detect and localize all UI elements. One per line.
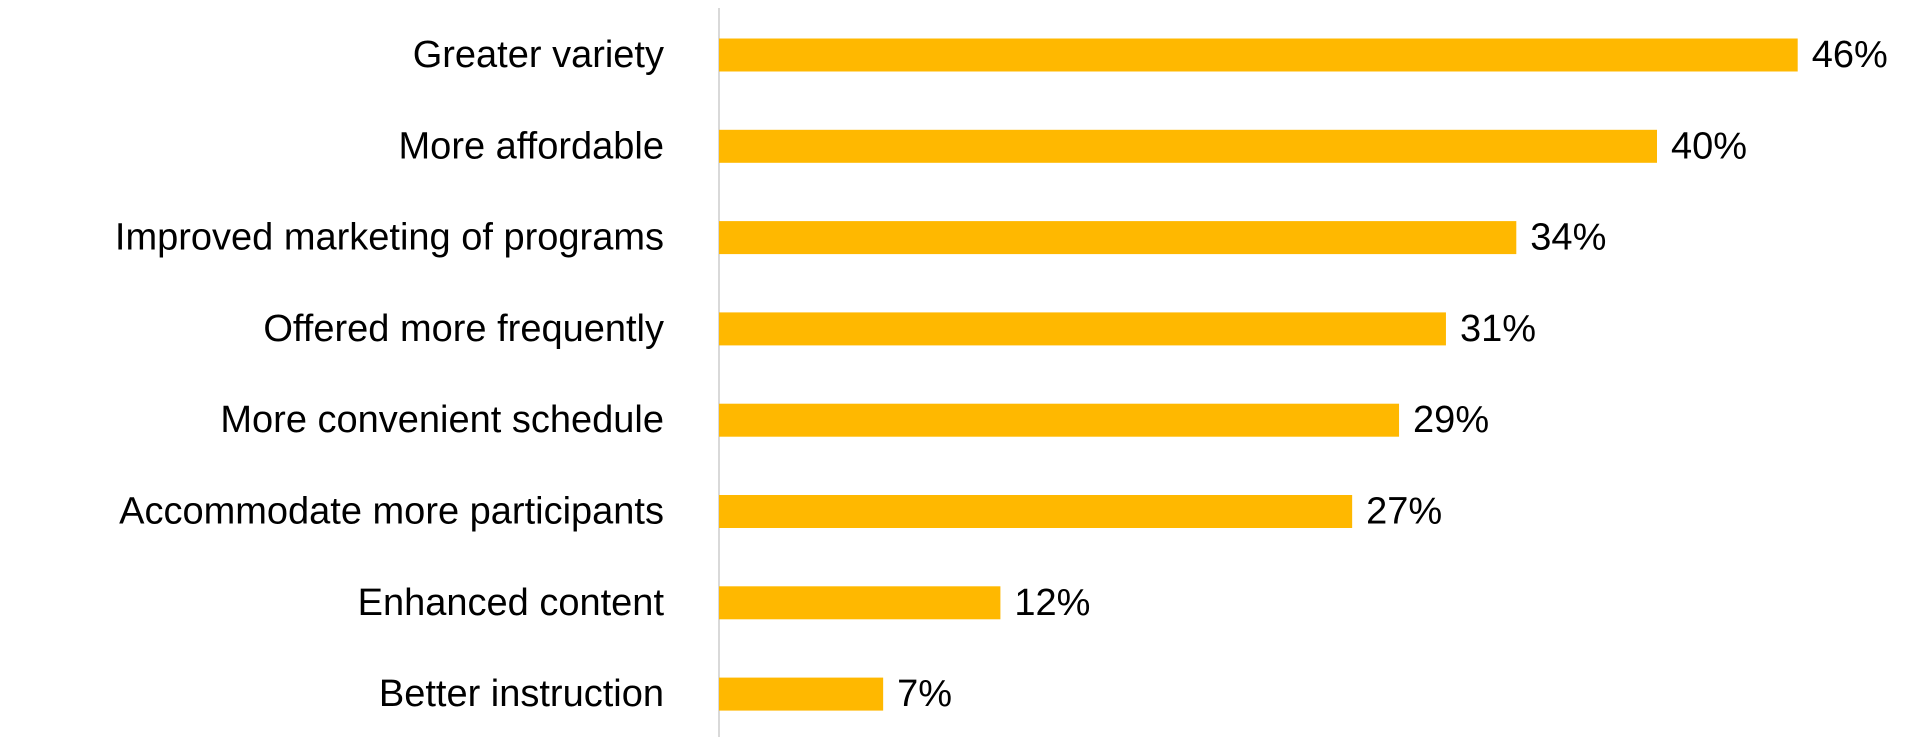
bar: [719, 221, 1517, 255]
category-labels-group: Greater variety More affordable Improved m…: [115, 34, 665, 715]
category-label: Better instruction: [379, 673, 664, 715]
value-label: 12%: [1014, 582, 1090, 624]
bar: [719, 312, 1446, 346]
category-label: Accommodate more participants: [119, 491, 664, 533]
bar: [719, 677, 884, 711]
category-label: More convenient schedule: [220, 399, 664, 441]
category-label: Improved marketing of programs: [115, 217, 664, 259]
bars-group: [719, 38, 1798, 711]
value-label: 31%: [1460, 308, 1536, 350]
bar: [719, 38, 1798, 72]
category-label: Greater variety: [413, 34, 664, 76]
value-label: 29%: [1413, 399, 1489, 441]
category-label: Offered more frequently: [263, 308, 664, 350]
bar: [719, 129, 1657, 163]
value-label: 7%: [897, 673, 952, 715]
bar: [719, 495, 1353, 528]
value-labels-group: 46% 40% 34% 31% 29% 27% 12% 7%: [897, 34, 1888, 715]
category-label: More affordable: [399, 125, 664, 167]
bar: [719, 403, 1400, 437]
value-label: 46%: [1812, 34, 1888, 76]
value-label: 27%: [1366, 491, 1442, 533]
category-label: Enhanced content: [358, 582, 665, 624]
bar: [719, 586, 1001, 620]
value-label: 40%: [1671, 125, 1747, 167]
value-label: 34%: [1530, 217, 1606, 259]
